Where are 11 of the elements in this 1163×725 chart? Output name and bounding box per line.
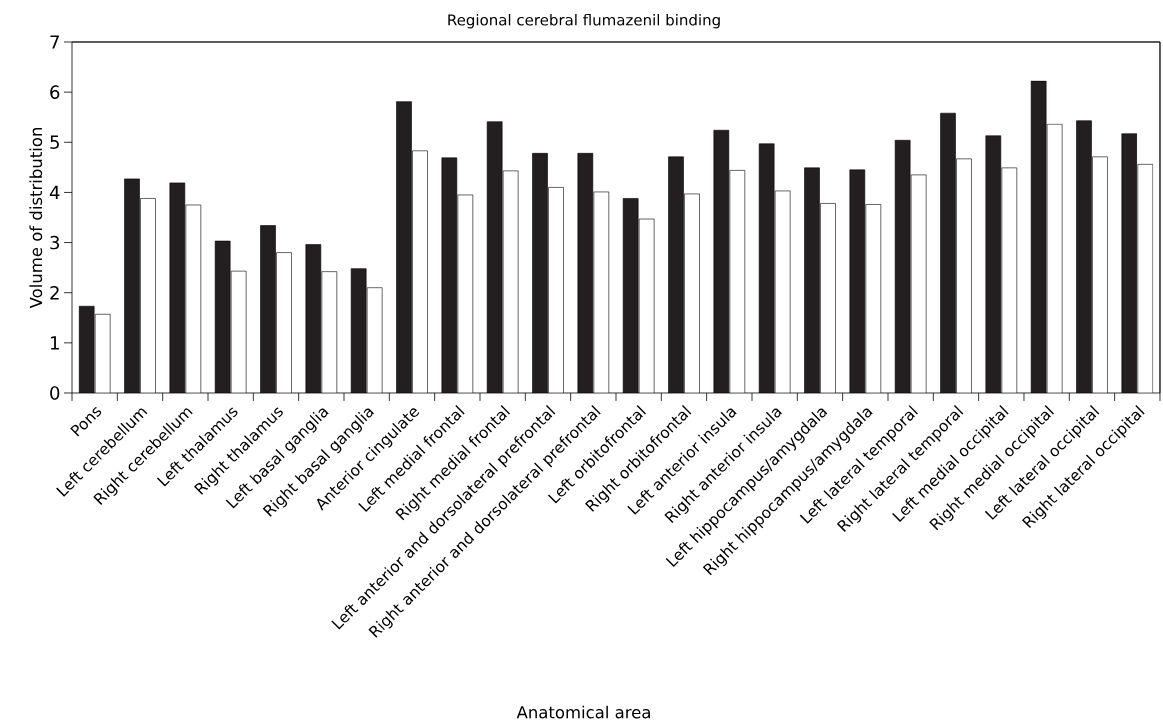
x-axis-title: Anatomical area xyxy=(516,705,650,719)
y-tick-label: 7 xyxy=(50,35,59,49)
y-tick-label: 0 xyxy=(50,386,60,400)
y-axis-title: Volume of distribution xyxy=(29,127,43,309)
y-tick-label: 2 xyxy=(50,286,59,300)
y-tick-label: 3 xyxy=(50,235,60,250)
y-tick-label: 4 xyxy=(49,185,60,199)
y-tick-label: 1 xyxy=(51,336,59,350)
chart-title: Regional cerebral flumazenil binding xyxy=(448,13,720,29)
y-tick-label: 5 xyxy=(50,135,59,149)
y-tick-label: 6 xyxy=(50,85,60,99)
